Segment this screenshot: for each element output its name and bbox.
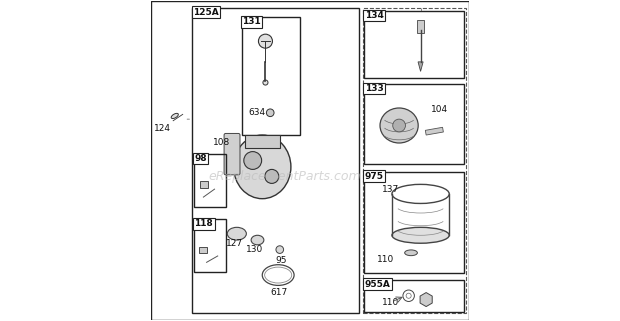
Bar <box>192 8 360 313</box>
Bar <box>194 219 226 272</box>
Text: 130: 130 <box>246 245 264 254</box>
Bar <box>242 17 301 135</box>
Ellipse shape <box>234 135 291 199</box>
Circle shape <box>244 152 262 169</box>
Bar <box>363 8 466 313</box>
Text: 134: 134 <box>365 11 384 20</box>
Ellipse shape <box>171 113 179 118</box>
Text: 634: 634 <box>248 108 265 117</box>
Circle shape <box>263 80 268 85</box>
Text: 127: 127 <box>226 239 243 248</box>
Ellipse shape <box>392 227 450 243</box>
Bar <box>364 84 464 164</box>
Bar <box>425 127 443 135</box>
Text: 95: 95 <box>275 256 286 265</box>
Text: 955A: 955A <box>365 280 391 289</box>
Circle shape <box>392 119 405 132</box>
Bar <box>364 11 464 78</box>
Circle shape <box>276 246 283 253</box>
Text: 110: 110 <box>381 298 399 307</box>
Ellipse shape <box>251 235 264 245</box>
Bar <box>194 154 226 207</box>
Bar <box>417 21 425 33</box>
Text: 118: 118 <box>195 219 213 228</box>
Bar <box>198 247 206 253</box>
Circle shape <box>267 109 274 117</box>
Bar <box>245 135 280 148</box>
Text: 124: 124 <box>154 124 171 133</box>
Bar <box>364 280 464 312</box>
Ellipse shape <box>228 227 246 240</box>
Text: 98: 98 <box>195 154 207 163</box>
Text: 104: 104 <box>431 105 448 114</box>
Bar <box>200 181 208 187</box>
Text: 617: 617 <box>270 288 288 297</box>
Text: 110: 110 <box>377 255 394 264</box>
Circle shape <box>265 169 279 183</box>
Text: 108: 108 <box>213 138 230 147</box>
Polygon shape <box>418 62 423 71</box>
Text: 975: 975 <box>365 172 384 181</box>
Text: 131: 131 <box>242 17 261 26</box>
Text: 137: 137 <box>381 185 399 194</box>
Text: eReplacementParts.com: eReplacementParts.com <box>208 170 361 183</box>
Text: 125A: 125A <box>193 8 219 17</box>
Circle shape <box>259 34 272 48</box>
FancyBboxPatch shape <box>224 134 240 175</box>
Ellipse shape <box>380 108 419 143</box>
Text: 133: 133 <box>365 84 384 93</box>
Bar <box>364 172 464 273</box>
Ellipse shape <box>405 250 417 256</box>
